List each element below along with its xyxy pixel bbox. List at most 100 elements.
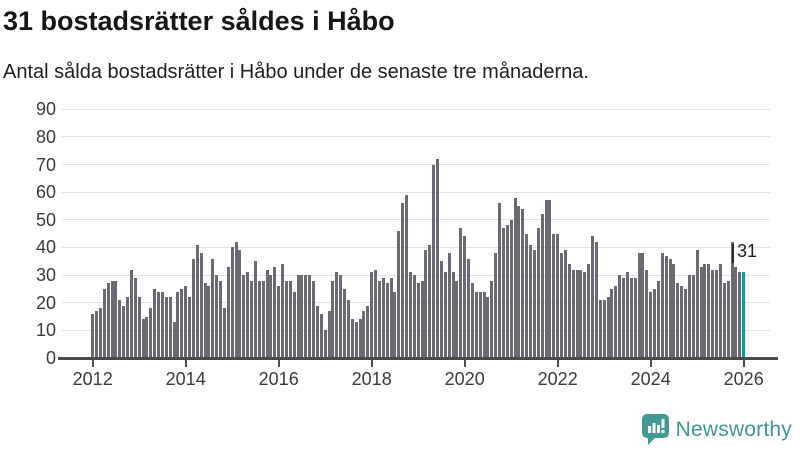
bar [312, 280, 316, 358]
newsworthy-chart-bubble-icon [641, 414, 669, 445]
bar [366, 305, 370, 358]
y-gridline [62, 246, 770, 248]
bar [726, 280, 730, 358]
bar [680, 286, 684, 358]
bar [587, 264, 591, 358]
bar [412, 275, 416, 358]
bar [102, 288, 106, 358]
bar [184, 286, 188, 358]
bar [579, 269, 583, 358]
bar [691, 275, 695, 358]
bar [95, 311, 99, 358]
bar [257, 280, 261, 358]
bar [513, 197, 517, 358]
bar [343, 288, 347, 358]
bar [486, 297, 490, 358]
bar [319, 313, 323, 358]
bar [397, 230, 401, 358]
bar [180, 288, 184, 358]
bar [137, 297, 141, 358]
y-gridline [62, 108, 770, 110]
y-axis-tick-label: 60 [35, 182, 56, 203]
newsworthy-logo[interactable]: Newsworthy [641, 414, 792, 445]
y-axis-tick-label: 0 [45, 348, 56, 368]
bar [122, 305, 126, 358]
bar [160, 291, 164, 358]
x-axis-tick-label: 2012 [72, 369, 113, 389]
bar [358, 319, 362, 358]
bar [571, 269, 575, 358]
bar [439, 261, 443, 358]
y-gridline [62, 274, 770, 276]
bar [470, 283, 474, 358]
bar [447, 253, 451, 358]
bar [548, 200, 552, 358]
bar [467, 258, 471, 358]
bar [401, 203, 405, 358]
bar [207, 286, 211, 358]
bar [219, 280, 223, 358]
annotation-leader-line [732, 244, 734, 263]
bar [494, 253, 498, 358]
bar [176, 291, 180, 358]
bar [583, 272, 587, 358]
x-axis-tick [556, 359, 559, 367]
bar [738, 272, 742, 358]
bar [629, 277, 633, 358]
bar [327, 311, 331, 358]
x-axis-tick-label: 2026 [723, 369, 764, 389]
bar [695, 250, 699, 358]
y-axis-tick-label: 10 [35, 320, 56, 341]
x-axis-tick [463, 359, 466, 367]
bar [230, 247, 234, 358]
bar [684, 288, 688, 358]
bar [246, 272, 250, 358]
bar [598, 299, 602, 358]
bar [529, 244, 533, 358]
y-axis-tick-label: 40 [35, 237, 56, 258]
bar [269, 275, 273, 358]
bar [141, 319, 145, 358]
bar [389, 277, 393, 358]
bar [498, 203, 502, 358]
bar [408, 272, 412, 358]
bar [474, 291, 478, 358]
bar [226, 266, 230, 358]
bar [370, 272, 374, 358]
bar [203, 283, 207, 358]
y-gridline [62, 164, 770, 165]
bar [234, 241, 238, 358]
bar [188, 297, 192, 358]
bar [168, 297, 172, 358]
x-axis-tick [184, 359, 187, 367]
bar [532, 250, 536, 358]
chart-subtitle: Antal sålda bostadsrätter i Håbo under d… [3, 61, 589, 83]
bar [591, 236, 595, 358]
bar [602, 299, 606, 358]
bar [707, 264, 711, 358]
chart-title: 31 bostadsrätter såldes i Håbo [3, 6, 395, 36]
x-axis-tick [277, 359, 280, 367]
bar [354, 322, 358, 358]
bar [424, 250, 428, 358]
highlight-bar [742, 272, 746, 358]
bar [501, 228, 505, 358]
bar [455, 280, 459, 358]
bar [133, 277, 137, 358]
newsworthy-wordmark: Newsworthy [675, 417, 792, 441]
bar [288, 280, 292, 358]
bar [106, 283, 110, 358]
bar [199, 253, 203, 358]
bar [331, 280, 335, 358]
bar [195, 244, 199, 358]
bar [536, 228, 540, 358]
bar [610, 288, 614, 358]
bar [377, 280, 381, 358]
bar [261, 280, 265, 358]
x-axis-tick-label: 2018 [351, 369, 392, 389]
bar [699, 266, 703, 358]
bar [381, 277, 385, 358]
bar [622, 277, 626, 358]
bar [672, 264, 676, 358]
y-axis-tick-label: 70 [35, 154, 56, 175]
